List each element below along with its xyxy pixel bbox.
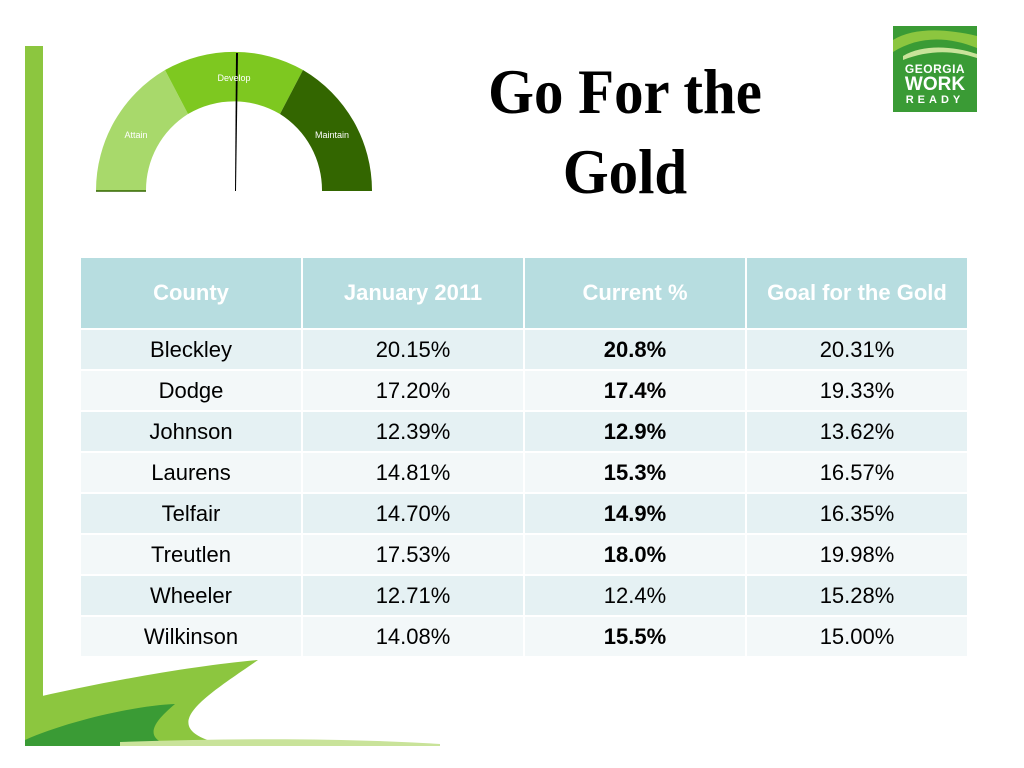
gauge-segment-develop: [165, 51, 303, 114]
logo-swoosh-icon: [893, 30, 977, 60]
table-row: Bleckley 20.15% 20.8% 20.31%: [81, 330, 967, 371]
left-accent-bar: [25, 46, 43, 746]
table-body: Bleckley 20.15% 20.8% 20.31% Dodge 17.20% 17.4…: [81, 330, 967, 658]
cell-county: Bleckley: [81, 330, 301, 371]
cell-current: 14.9%: [525, 494, 745, 535]
cell-goal: 15.00%: [747, 617, 967, 658]
cell-january-2011: 17.53%: [303, 535, 523, 576]
header-january-2011: January 2011: [303, 258, 523, 330]
gauge-needle: [235, 53, 238, 191]
cell-goal: 13.62%: [747, 412, 967, 453]
cell-january-2011: 14.81%: [303, 453, 523, 494]
gauge-chart: Attain Develop Maintain: [95, 51, 373, 192]
gauge-label-attain: Attain: [124, 130, 147, 140]
table-row: Wheeler 12.71% 12.4% 15.28%: [81, 576, 967, 617]
gauge-segment-attain: [95, 70, 188, 191]
table-row: Telfair 14.70% 14.9% 16.35%: [81, 494, 967, 535]
cell-current: 12.9%: [525, 412, 745, 453]
header-goal: Goal for the Gold: [747, 258, 967, 330]
cell-goal: 19.33%: [747, 371, 967, 412]
table-row: Laurens 14.81% 15.3% 16.57%: [81, 453, 967, 494]
cell-current: 20.8%: [525, 330, 745, 371]
cell-goal: 16.35%: [747, 494, 967, 535]
cell-current: 15.3%: [525, 453, 745, 494]
cell-county: Dodge: [81, 371, 301, 412]
gauge-label-maintain: Maintain: [315, 130, 349, 140]
cell-january-2011: 12.71%: [303, 576, 523, 617]
cell-county: Telfair: [81, 494, 301, 535]
cell-goal: 16.57%: [747, 453, 967, 494]
header-county: County: [81, 258, 301, 330]
cell-county: Johnson: [81, 412, 301, 453]
cell-county: Laurens: [81, 453, 301, 494]
logo-line-3: READY: [905, 94, 965, 106]
gauge-label-develop: Develop: [217, 73, 250, 83]
cell-goal: 20.31%: [747, 330, 967, 371]
cell-current: 15.5%: [525, 617, 745, 658]
cell-january-2011: 14.70%: [303, 494, 523, 535]
cell-january-2011: 12.39%: [303, 412, 523, 453]
gauge-segment-maintain: [280, 70, 373, 191]
leaf-swoosh-tail: [120, 739, 440, 746]
table-row: Johnson 12.39% 12.9% 13.62%: [81, 412, 967, 453]
cell-january-2011: 20.15%: [303, 330, 523, 371]
georgia-work-ready-logo: GEORGIA WORK READY: [893, 26, 977, 112]
cell-january-2011: 17.20%: [303, 371, 523, 412]
cell-january-2011: 14.08%: [303, 617, 523, 658]
cell-current: 17.4%: [525, 371, 745, 412]
title-line-1: Go For the: [488, 56, 762, 127]
table-header-row: County January 2011 Current % Goal for t…: [81, 258, 967, 330]
cell-goal: 19.98%: [747, 535, 967, 576]
table-row: Dodge 17.20% 17.4% 19.33%: [81, 371, 967, 412]
title-line-2: Gold: [562, 136, 688, 207]
table-row: Treutlen 17.53% 18.0% 19.98%: [81, 535, 967, 576]
cell-current: 18.0%: [525, 535, 745, 576]
table-row: Wilkinson 14.08% 15.5% 15.00%: [81, 617, 967, 658]
header-current: Current %: [525, 258, 745, 330]
leaf-swoosh-dark: [25, 704, 175, 746]
cell-current: 12.4%: [525, 576, 745, 617]
county-table: County January 2011 Current % Goal for t…: [79, 258, 969, 658]
slide-title: Go For the Gold: [455, 52, 795, 212]
cell-county: Wheeler: [81, 576, 301, 617]
cell-goal: 15.28%: [747, 576, 967, 617]
cell-county: Wilkinson: [81, 617, 301, 658]
cell-county: Treutlen: [81, 535, 301, 576]
logo-line-2: WORK: [904, 74, 966, 95]
logo-line-1: GEORGIA: [904, 62, 966, 76]
